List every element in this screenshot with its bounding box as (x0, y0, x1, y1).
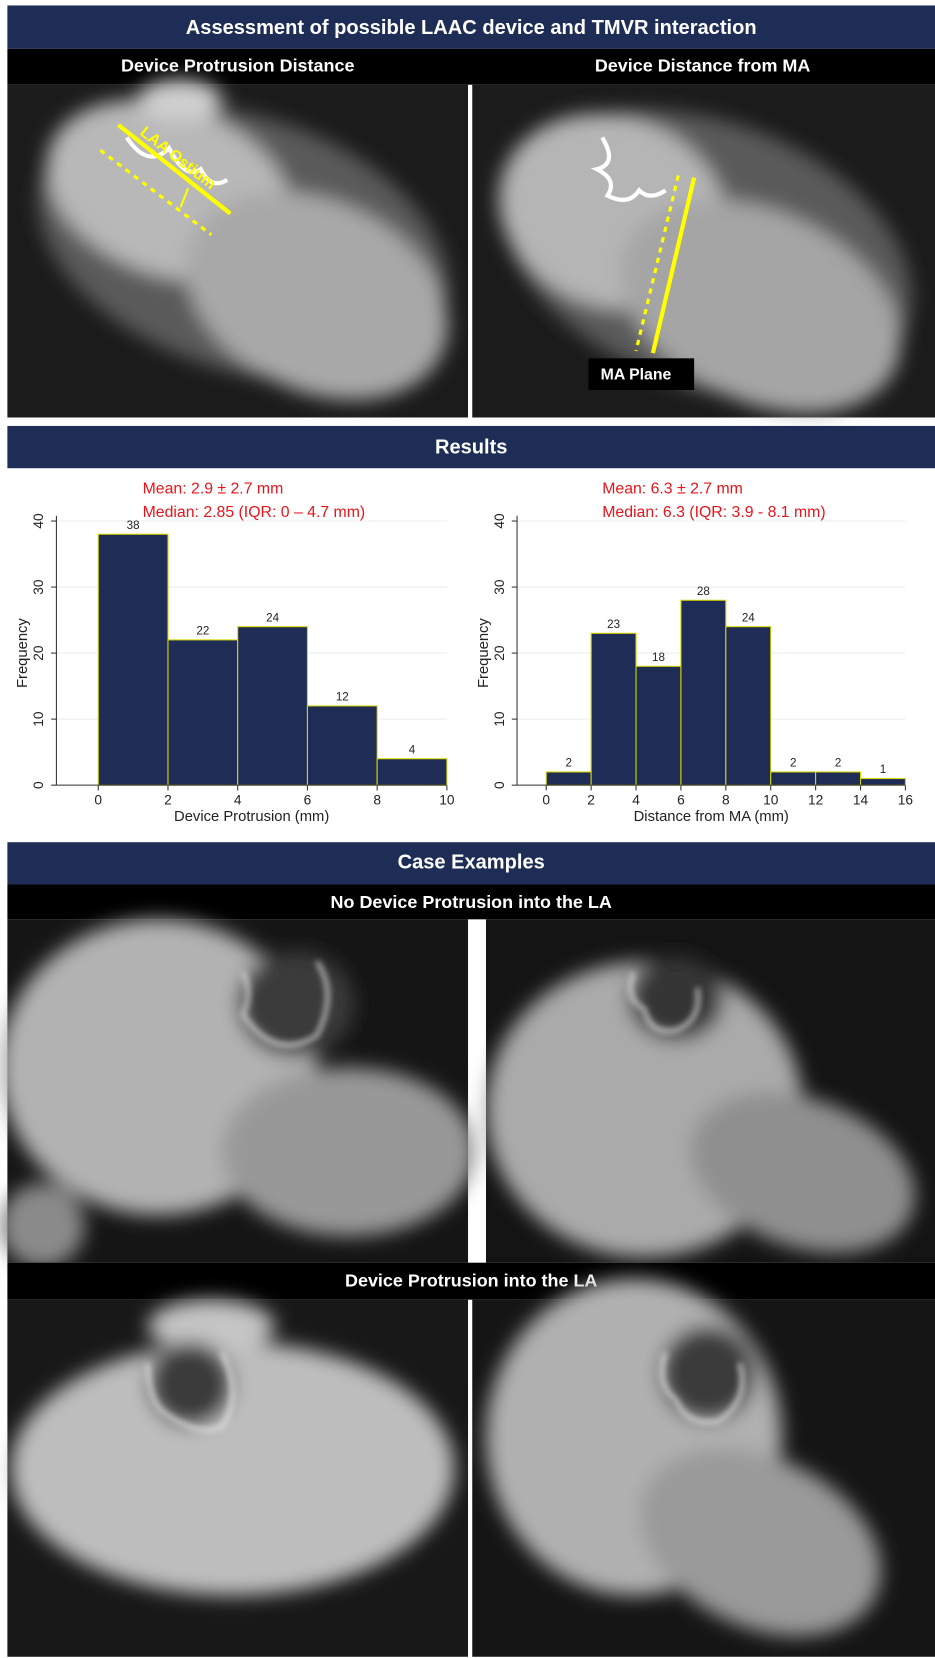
x-tick-label: 4 (234, 793, 242, 808)
bar (307, 706, 377, 785)
value-label: 2 (790, 757, 796, 770)
x-tick-label: 16 (898, 793, 914, 808)
ma-plane-label: MA Plane (601, 366, 672, 383)
bar (238, 627, 308, 785)
bar (636, 666, 681, 785)
x-tick-label: 6 (677, 793, 685, 808)
row-title: Device Protrusion into the LA (345, 1270, 597, 1290)
bar (591, 633, 636, 785)
y-axis-label: Frequency (15, 618, 31, 688)
value-label: 12 (336, 691, 349, 704)
header-title: Assessment of possible LAAC device and T… (186, 17, 757, 39)
x-tick-label: 8 (722, 793, 730, 808)
x-axis-label: Distance from MA (mm) (634, 809, 789, 825)
annotation: Median: 6.3 (IQR: 3.9 - 8.1 mm) (602, 504, 825, 521)
x-tick-label: 14 (853, 793, 869, 808)
x-tick-label: 2 (587, 793, 595, 808)
bar (771, 772, 816, 785)
bar (168, 640, 238, 785)
value-label: 4 (409, 743, 416, 756)
value-label: 23 (607, 618, 620, 631)
bar (861, 779, 906, 786)
ct-image: LAA Ostium (3, 57, 483, 440)
annotation: Mean: 6.3 ± 2.7 mm (602, 481, 743, 498)
x-tick-label: 0 (542, 793, 550, 808)
value-label: 1 (880, 763, 886, 776)
value-label: 24 (266, 611, 279, 624)
annotation: Median: 2.85 (IQR: 0 – 4.7 mm) (143, 504, 366, 521)
y-axis-label: Frequency (476, 618, 492, 688)
figure: Assessment of possible LAAC device and T… (0, 0, 935, 1658)
x-axis-label: Device Protrusion (mm) (174, 809, 329, 825)
value-label: 28 (697, 585, 710, 598)
bar (377, 759, 447, 785)
ct-image (472, 1279, 935, 1658)
y-tick-label: 40 (492, 513, 507, 529)
y-tick-label: 10 (492, 711, 507, 727)
y-tick-label: 0 (492, 781, 507, 789)
bar (98, 534, 168, 785)
value-label: 2 (835, 757, 841, 770)
ct-image (0, 919, 475, 1268)
y-tick-label: 10 (31, 711, 46, 727)
x-tick-label: 12 (808, 793, 823, 808)
x-tick-label: 10 (763, 793, 779, 808)
x-tick-label: 4 (632, 793, 640, 808)
y-tick-label: 20 (31, 645, 46, 661)
x-tick-label: 8 (373, 793, 381, 808)
x-tick-label: 2 (164, 793, 172, 808)
panel-title: Device Distance from MA (595, 55, 811, 75)
bar (546, 772, 591, 785)
x-tick-label: 6 (304, 793, 312, 808)
section-title: Results (435, 436, 507, 458)
bar (681, 600, 726, 785)
value-label: 24 (742, 611, 755, 624)
bar (816, 772, 861, 785)
ct-image: MA Plane (464, 57, 935, 455)
y-tick-label: 30 (31, 579, 46, 595)
value-label: 18 (652, 651, 665, 664)
annotation: Mean: 2.9 ± 2.7 mm (143, 481, 284, 498)
y-tick-label: 40 (31, 513, 46, 529)
section-title: Case Examples (398, 852, 545, 874)
ct-image (7, 1300, 468, 1657)
x-tick-label: 0 (94, 793, 102, 808)
panel-title: Device Protrusion Distance (121, 55, 354, 75)
y-tick-label: 20 (492, 645, 507, 661)
value-label: 2 (565, 757, 571, 770)
x-tick-label: 10 (439, 793, 455, 808)
value-label: 22 (196, 624, 209, 637)
value-label: 38 (127, 519, 140, 532)
y-tick-label: 0 (31, 781, 46, 789)
ct-image (486, 919, 935, 1282)
row-title: No Device Protrusion into the LA (331, 892, 612, 912)
y-tick-label: 30 (492, 579, 507, 595)
bar (726, 627, 771, 785)
